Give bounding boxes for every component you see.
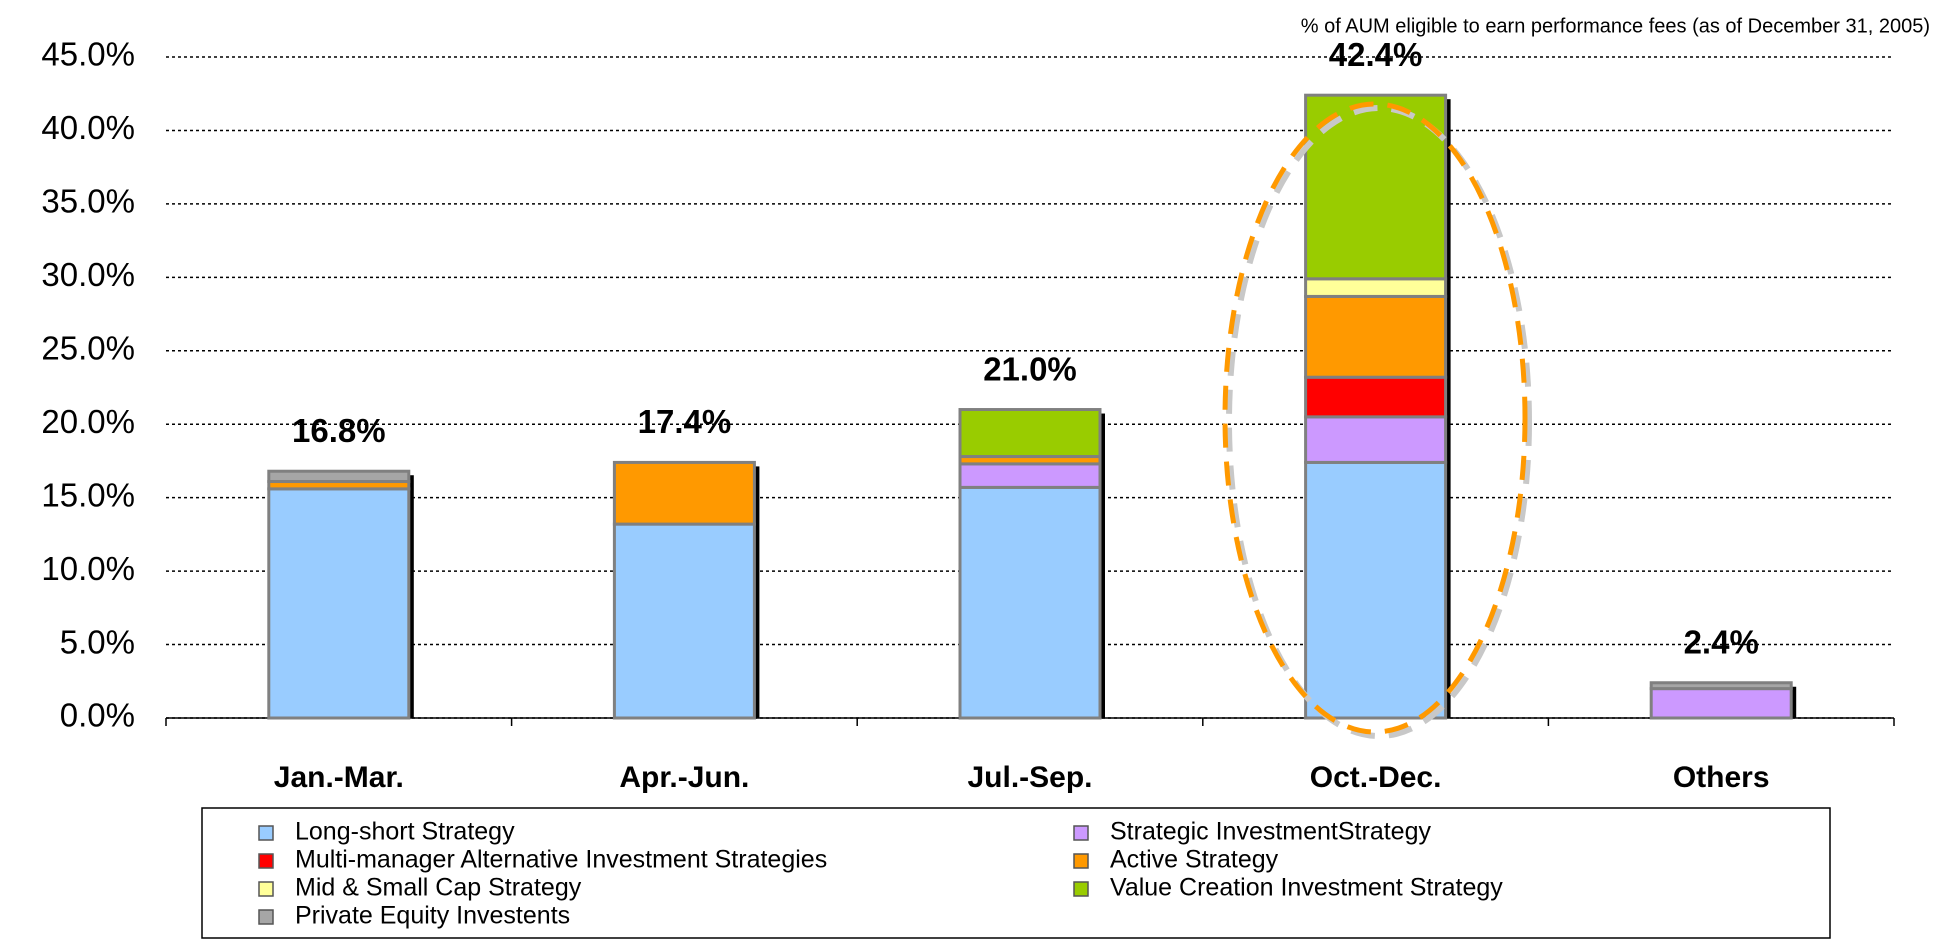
legend-swatch [1073, 881, 1089, 897]
legend-label: Long-short Strategy [295, 818, 515, 846]
total-label: 17.4% [638, 403, 732, 440]
bar-segment [1304, 294, 1448, 379]
legend-swatch [258, 909, 274, 925]
bar-segment [1304, 415, 1448, 464]
legend-label: Mid & Small Cap Strategy [295, 874, 582, 902]
legend-swatch [258, 825, 274, 841]
bar-shadow [1445, 99, 1451, 719]
bar-segment [1649, 687, 1793, 720]
total-label: 42.4% [1329, 36, 1423, 73]
bar-shadow [1791, 686, 1797, 718]
legend-swatch [258, 881, 274, 897]
legend-box [201, 807, 1831, 939]
legend-label: Active Strategy [1110, 846, 1279, 874]
x-tick-label: Jul.-Sep. [967, 761, 1092, 794]
legend-label: Value Creation Investment Strategy [1110, 874, 1503, 902]
y-tick-label: 35.0% [41, 183, 135, 220]
bar-segment [958, 485, 1102, 720]
bar-shadow [754, 466, 760, 718]
total-label: 2.4% [1684, 623, 1759, 660]
bar-segment [612, 522, 756, 720]
legend-label: Strategic InvestmentStrategy [1110, 818, 1431, 846]
y-tick-label: 20.0% [41, 403, 135, 440]
total-label: 21.0% [983, 350, 1077, 387]
chart-subtitle: % of AUM eligible to earn performance fe… [1301, 15, 1930, 37]
y-tick-label: 10.0% [41, 550, 135, 587]
bar-segment [958, 408, 1102, 459]
plot [165, 56, 1895, 726]
legend-label: Private Equity Investents [295, 902, 570, 930]
total-label: 16.8% [292, 412, 386, 449]
bar-shadow [1100, 413, 1105, 718]
x-tick-label: Others [1673, 761, 1770, 794]
bar-segment [1304, 375, 1448, 419]
y-tick-label: 45.0% [41, 36, 135, 73]
bar-segment [1304, 277, 1448, 298]
y-tick-label: 30.0% [41, 256, 135, 293]
y-tick-label: 25.0% [41, 329, 135, 366]
bar-segment [958, 462, 1102, 489]
x-tick-label: Oct.-Dec. [1310, 761, 1442, 794]
bar-segment [267, 469, 411, 484]
bar-segment [1649, 681, 1793, 691]
bar-shadow [408, 475, 414, 718]
y-tick-label: 0.0% [60, 697, 135, 734]
legend-label: Multi-manager Alternative Investment Str… [295, 846, 827, 874]
x-tick-label: Apr.-Jun. [619, 761, 749, 794]
legend-swatch [1073, 825, 1089, 841]
bar-segment [1304, 460, 1448, 720]
legend-swatch [258, 853, 274, 869]
x-tick-label: Jan.-Mar. [274, 761, 404, 794]
highlight-ellipse [1222, 101, 1532, 739]
bar-segment [267, 487, 411, 720]
y-tick-label: 15.0% [41, 476, 135, 513]
y-tick-label: 40.0% [41, 109, 135, 146]
legend-swatch [1073, 853, 1089, 869]
bar-segment [612, 460, 756, 526]
y-tick-label: 5.0% [60, 623, 135, 660]
